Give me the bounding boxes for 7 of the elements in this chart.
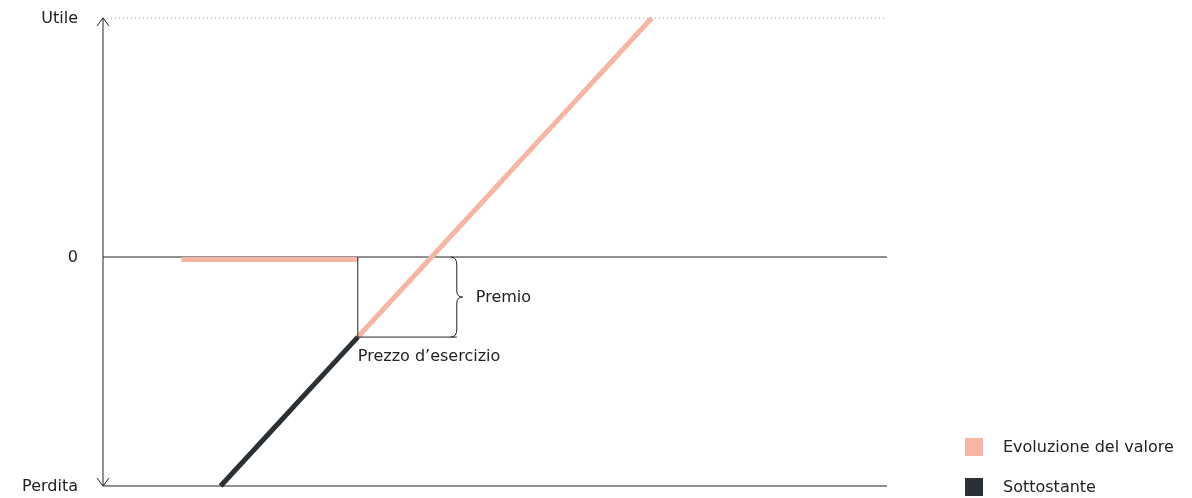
annotation: Premio: [475, 286, 532, 306]
legend-label: Sottostante: [1003, 476, 1096, 496]
text: 0: [67, 246, 78, 266]
text: Utile: [41, 7, 78, 27]
text: Perdita: [22, 475, 78, 495]
legend-label: Evoluzione del valore: [1003, 436, 1174, 456]
annotation: Prezzo d’esercizio: [357, 346, 501, 366]
